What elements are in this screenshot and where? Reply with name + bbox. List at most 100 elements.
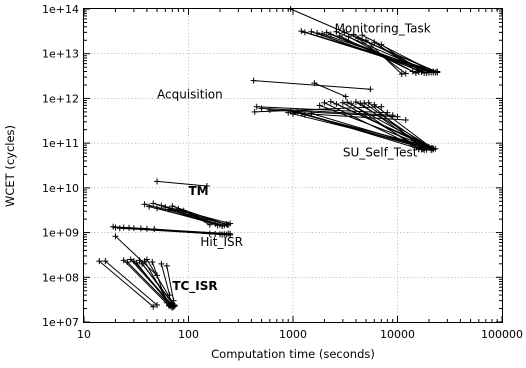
series-group bbox=[290, 8, 438, 75]
data-point-marker bbox=[409, 142, 416, 149]
data-point-marker bbox=[384, 109, 391, 116]
data-point-marker bbox=[425, 69, 432, 76]
cluster-label: SU_Self_Test bbox=[343, 146, 418, 160]
data-point-marker bbox=[154, 301, 161, 308]
data-segment bbox=[105, 260, 158, 306]
data-point-marker bbox=[120, 224, 127, 231]
data-point-marker bbox=[348, 100, 355, 107]
data-point-marker bbox=[175, 205, 182, 212]
data-segment bbox=[172, 205, 228, 226]
cluster-label: Hit_ISR bbox=[200, 235, 243, 249]
data-point-marker bbox=[224, 221, 231, 228]
data-point-marker bbox=[290, 110, 296, 117]
data-point-marker bbox=[415, 68, 422, 75]
data-point-marker bbox=[154, 272, 161, 279]
data-segment bbox=[311, 113, 434, 151]
plot-frame bbox=[83, 8, 503, 323]
data-point-marker bbox=[227, 220, 234, 227]
data-point-marker bbox=[419, 145, 426, 152]
data-point-marker bbox=[166, 292, 173, 299]
data-point-marker bbox=[124, 258, 131, 265]
data-point-marker bbox=[301, 111, 308, 118]
data-point-marker bbox=[223, 221, 230, 228]
data-segment bbox=[346, 101, 432, 149]
data-point-marker bbox=[429, 145, 436, 152]
data-segment bbox=[144, 260, 172, 307]
data-point-marker bbox=[402, 70, 409, 77]
data-point-marker bbox=[258, 105, 265, 112]
x-tick-label: 10000 bbox=[380, 328, 415, 341]
data-point-marker bbox=[146, 203, 153, 210]
data-segment bbox=[314, 82, 346, 98]
y-tick-label: 1e+12 bbox=[42, 92, 79, 105]
y-tick-labels: 1e+07 1e+08 1e+09 1e+10 1e+11 1e+12 1e+13 1e+14 bbox=[42, 3, 79, 329]
data-point-marker bbox=[308, 110, 315, 117]
data-point-marker bbox=[212, 230, 219, 237]
data-point-marker bbox=[389, 112, 396, 119]
x-axis-title: Computation time (seconds) bbox=[211, 347, 375, 361]
y-tick-label: 1e+11 bbox=[42, 137, 79, 150]
data-point-marker bbox=[342, 93, 349, 100]
data-segment bbox=[115, 235, 158, 276]
data-point-marker bbox=[311, 80, 318, 87]
data-segment bbox=[136, 262, 171, 306]
data-point-marker bbox=[206, 230, 213, 237]
data-segment bbox=[350, 103, 420, 150]
data-point-marker bbox=[253, 103, 260, 110]
data-segment bbox=[363, 102, 430, 149]
y-tick-label: 1e+09 bbox=[42, 227, 79, 240]
data-segment bbox=[127, 261, 173, 308]
data-point-marker bbox=[333, 28, 340, 35]
cluster-annotations: Monitoring_Task Acquisition SU_Self_Test TM… bbox=[157, 21, 431, 294]
y-tick-label: 1e+13 bbox=[42, 48, 79, 61]
data-point-marker bbox=[120, 257, 127, 264]
data-point-marker bbox=[378, 41, 385, 48]
y-tick-label: 1e+10 bbox=[42, 182, 79, 195]
data-point-marker bbox=[352, 99, 359, 106]
data-point-marker bbox=[341, 29, 348, 36]
data-segment bbox=[374, 104, 433, 149]
x-tick-label: 1000 bbox=[279, 328, 307, 341]
y-tick-label: 1e+08 bbox=[42, 271, 79, 284]
data-segment bbox=[160, 263, 171, 296]
data-segment bbox=[98, 260, 154, 308]
y-tick-label: 1e+14 bbox=[42, 3, 79, 16]
data-segment bbox=[151, 261, 168, 303]
data-point-marker bbox=[344, 99, 351, 106]
data-point-marker bbox=[165, 206, 172, 213]
data-segment bbox=[304, 114, 413, 146]
data-point-marker bbox=[298, 28, 305, 35]
data-point-marker bbox=[116, 225, 123, 232]
data-point-marker bbox=[133, 259, 140, 266]
data-segment bbox=[359, 102, 427, 151]
data-point-marker bbox=[409, 68, 416, 75]
data-point-marker bbox=[149, 258, 156, 265]
data-point-marker bbox=[327, 31, 334, 38]
data-point-marker bbox=[371, 101, 378, 108]
data-point-marker bbox=[430, 68, 437, 75]
data-segment bbox=[365, 39, 403, 75]
data-segment bbox=[123, 259, 170, 307]
data-segment bbox=[144, 203, 229, 226]
data-point-marker bbox=[141, 201, 148, 208]
data-point-marker bbox=[130, 225, 137, 232]
data-point-marker bbox=[421, 70, 428, 77]
data-segment bbox=[156, 180, 207, 187]
cluster-label: TM bbox=[189, 184, 209, 198]
data-point-marker bbox=[227, 230, 234, 237]
data-point-marker bbox=[251, 108, 258, 115]
data-point-marker bbox=[150, 200, 157, 207]
data-point-marker bbox=[266, 107, 273, 114]
data-point-marker bbox=[371, 39, 378, 46]
series-group bbox=[98, 235, 176, 308]
data-point-marker bbox=[394, 113, 401, 120]
data-point-marker bbox=[336, 32, 343, 39]
data-point-marker bbox=[398, 71, 405, 78]
data-segment bbox=[154, 228, 210, 235]
data-point-marker bbox=[323, 29, 330, 36]
data-point-marker bbox=[180, 207, 187, 214]
data-point-marker bbox=[102, 258, 109, 265]
data-point-marker bbox=[163, 299, 170, 306]
data-point-marker bbox=[167, 303, 174, 310]
